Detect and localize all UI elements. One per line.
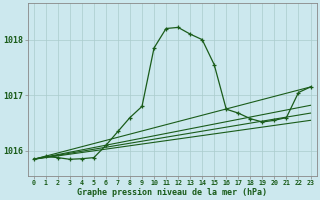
X-axis label: Graphe pression niveau de la mer (hPa): Graphe pression niveau de la mer (hPa) (77, 188, 267, 197)
